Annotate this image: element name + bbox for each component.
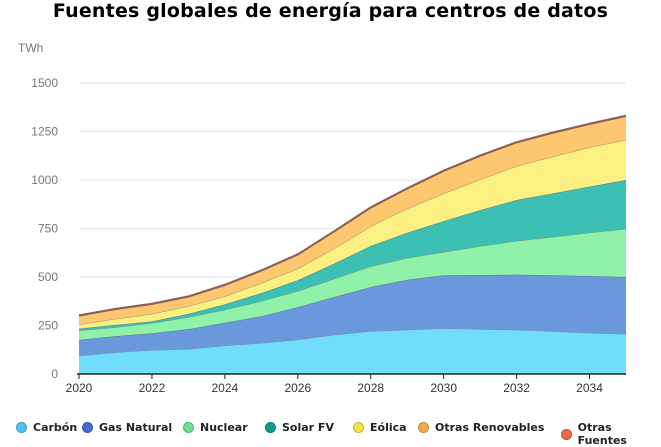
- legend-item[interactable]: Gas Natural: [82, 421, 172, 434]
- y-tick-label: 500: [38, 270, 58, 284]
- x-tick-label: 2032: [503, 381, 530, 395]
- y-tick-label: 750: [38, 222, 58, 236]
- legend: Carbón Gas Natural Nuclear Solar FV Eólica Ot…: [0, 421, 661, 447]
- x-tick-label: 2028: [357, 381, 384, 395]
- x-tick-label: 2022: [139, 381, 166, 395]
- x-tick-label: 2026: [284, 381, 311, 395]
- x-tick-label: 2034: [576, 381, 603, 395]
- legend-item[interactable]: Eólica: [353, 421, 407, 434]
- legend-item[interactable]: Nuclear: [183, 421, 248, 434]
- legend-item[interactable]: Carbón: [16, 421, 77, 434]
- area-eólica: [79, 139, 626, 329]
- legend-swatch: [418, 422, 429, 433]
- legend-label: Solar FV: [282, 421, 334, 434]
- area-gas-natural: [79, 274, 626, 356]
- legend-swatch: [183, 422, 194, 433]
- stacked-area-chart: TWh 0 250 500 750 1000 1250 1500 2020 2022 2024 202…: [18, 41, 627, 395]
- x-tick-label: 2030: [430, 381, 457, 395]
- legend-label: Gas Natural: [99, 421, 173, 434]
- legend-item[interactable]: Otras Renovables: [418, 421, 544, 434]
- legend-label: Eólica: [370, 421, 407, 434]
- y-tick-label: 0: [51, 367, 58, 381]
- x-tick-label: 2020: [66, 381, 93, 395]
- legend-label: Otras Fuentes: [577, 421, 627, 447]
- legend-label: Nuclear: [200, 421, 248, 434]
- x-tick-label: 2024: [212, 381, 239, 395]
- total-outline: [78, 114, 627, 317]
- y-axis-label: TWh: [18, 41, 43, 55]
- chart-title: Fuentes globales de energía para centros…: [52, 0, 609, 22]
- legend-label: Carbón: [33, 421, 78, 434]
- legend-swatch: [353, 422, 364, 433]
- y-tick-label: 1250: [31, 125, 58, 139]
- legend-swatch: [561, 428, 572, 440]
- legend-swatch: [265, 422, 276, 433]
- y-tick-label: 1000: [31, 173, 58, 187]
- y-tick-label: 1500: [31, 76, 58, 90]
- legend-swatch: [82, 422, 93, 433]
- legend-swatch: [16, 422, 27, 433]
- area-carbón: [79, 328, 626, 374]
- legend-item[interactable]: Otras Fuentes: [561, 421, 661, 447]
- y-tick-label: 250: [38, 319, 58, 333]
- legend-item[interactable]: Solar FV: [265, 421, 334, 434]
- legend-label: Otras Renovables: [435, 421, 545, 434]
